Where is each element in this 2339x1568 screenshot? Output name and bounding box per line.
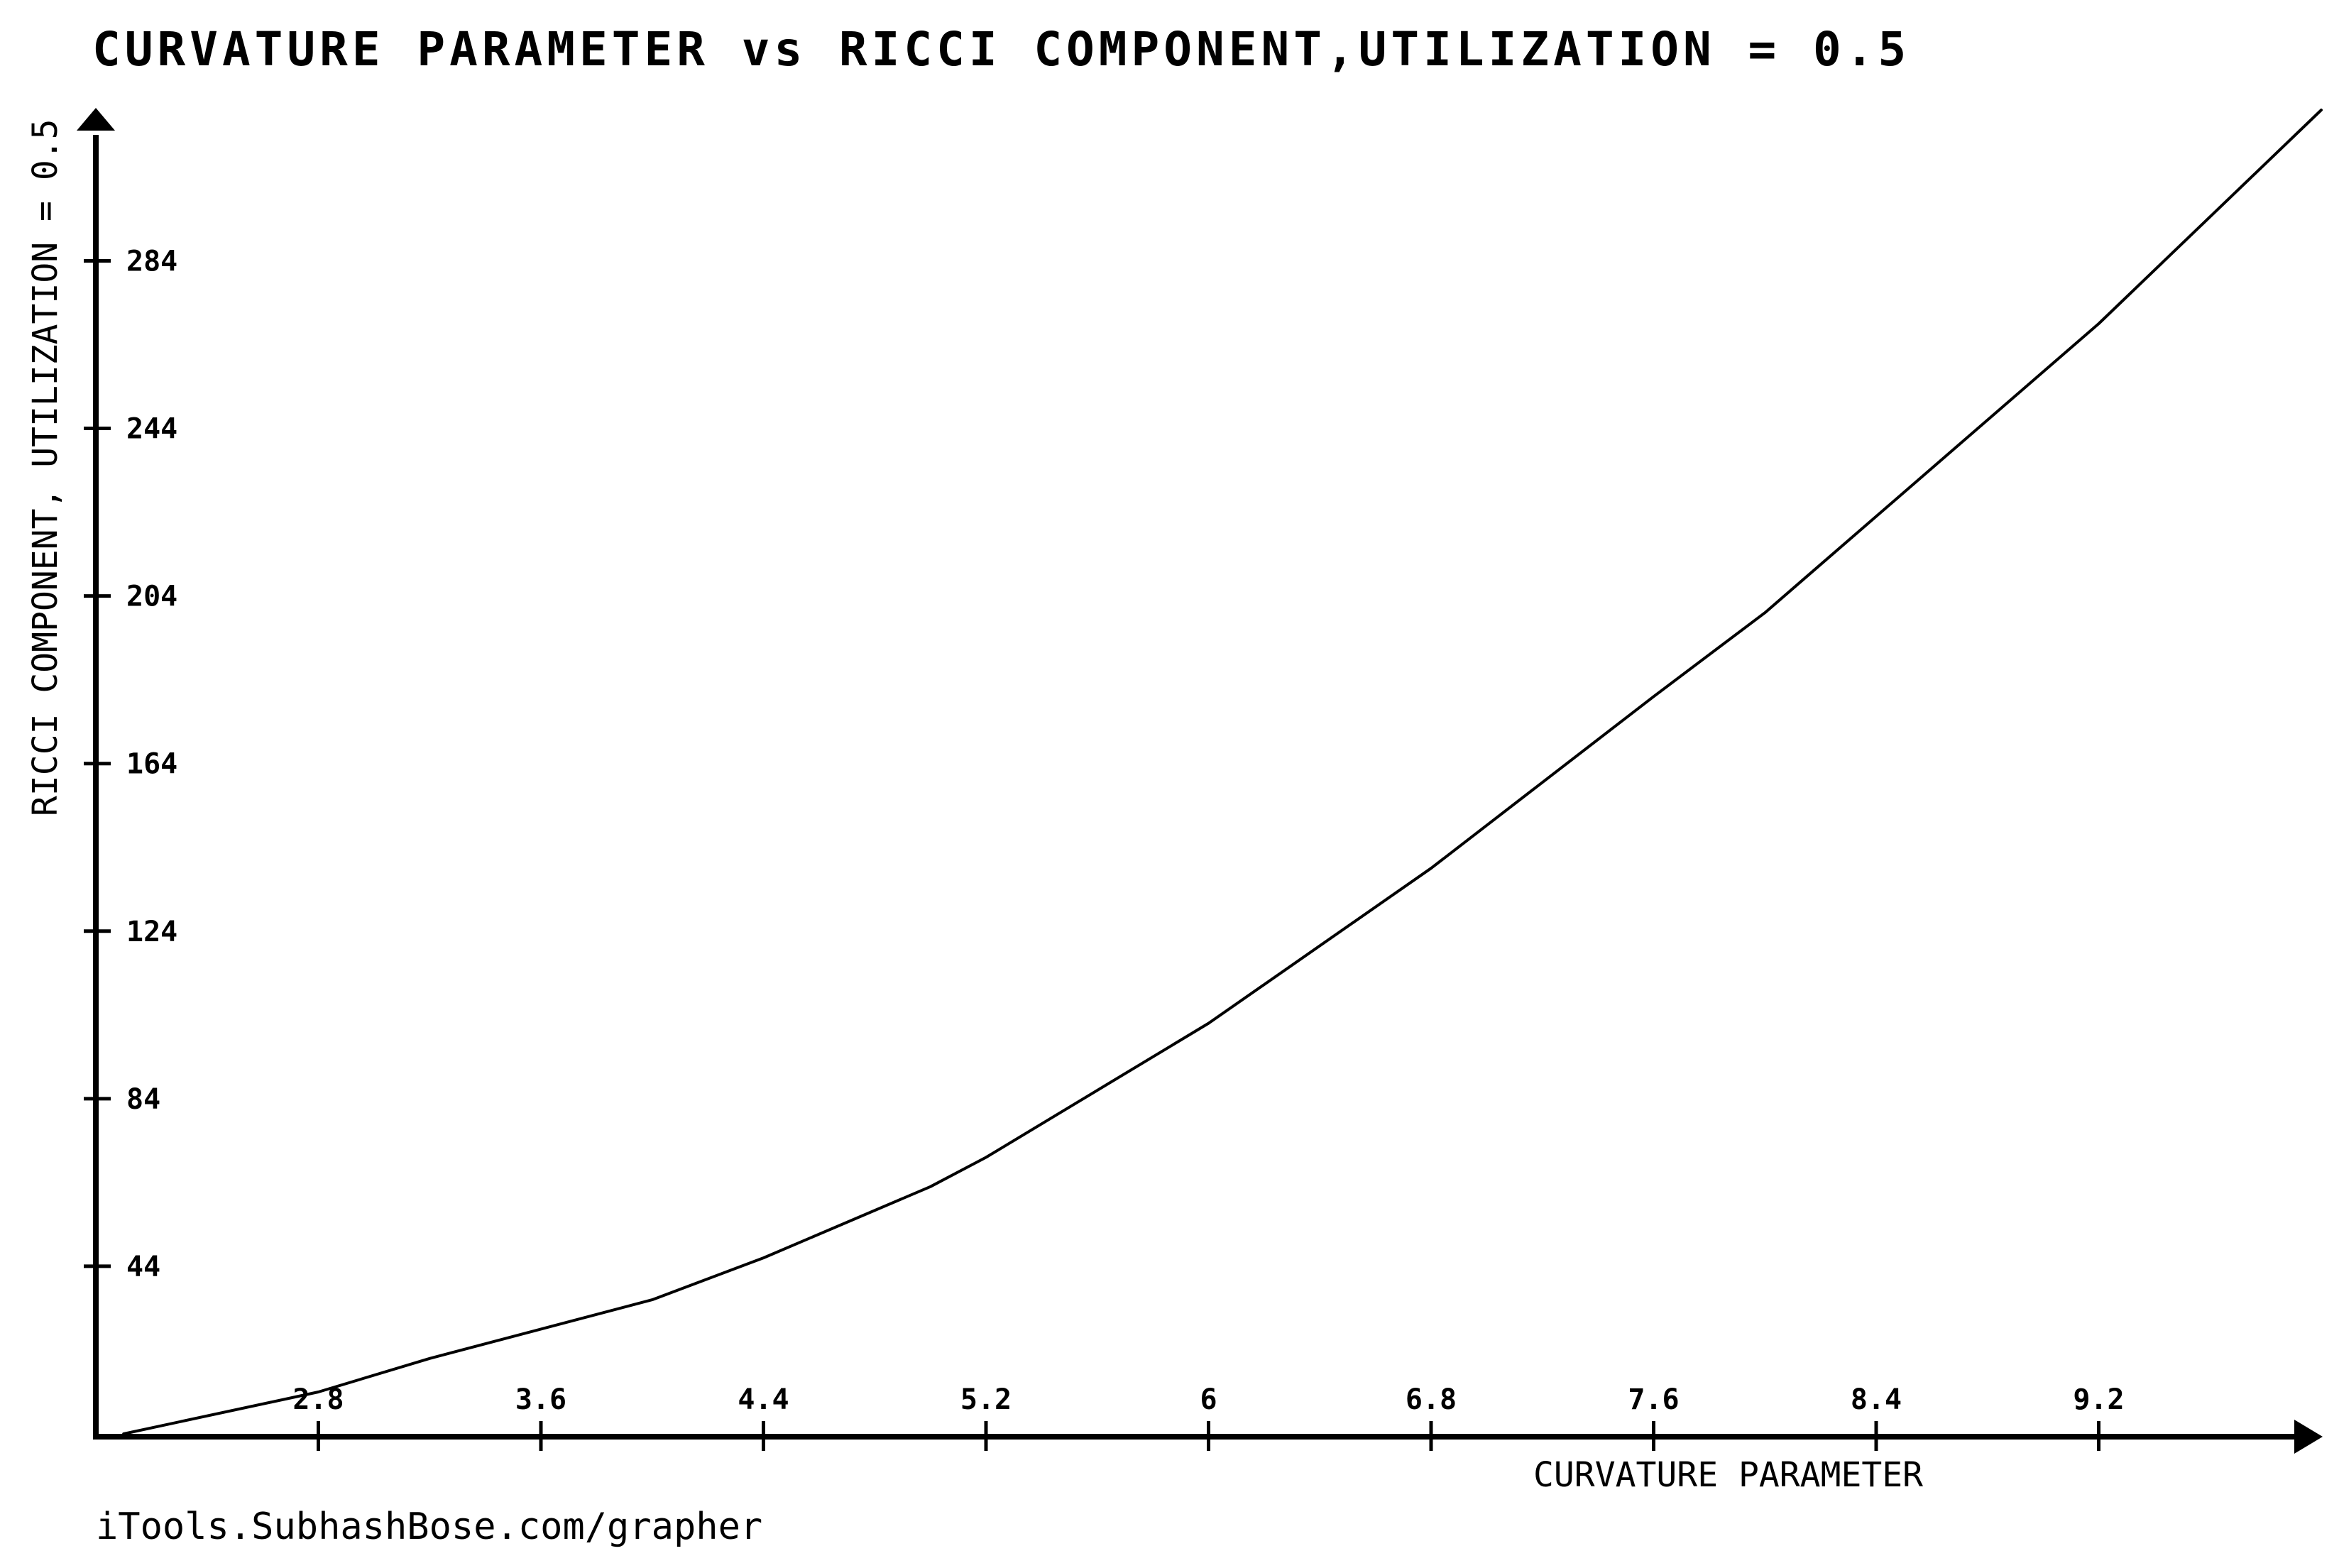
x-axis-label: CURVATURE PARAMETER xyxy=(1533,1455,1923,1495)
x-tick-label: 4.4 xyxy=(738,1383,789,1416)
y-tick-label: 84 xyxy=(126,1083,160,1116)
credit-text: iTools.SubhashBose.com/grapher xyxy=(96,1506,762,1548)
series-line xyxy=(122,109,2323,1435)
x-tick-label: 5.2 xyxy=(960,1383,1012,1416)
ticks-layer: 2.8 3.6 4.4 5.2 6 6.8 7.6 8.4 9.2 44 84 124 164 204 24… xyxy=(84,245,2125,1451)
x-tick-label: 6.8 xyxy=(1406,1383,1457,1416)
y-tick-label: 44 xyxy=(126,1251,160,1283)
y-tick-label: 284 xyxy=(126,245,177,278)
y-axis-arrowhead xyxy=(77,108,115,131)
x-tick-label: 9.2 xyxy=(2073,1383,2124,1416)
axes-layer xyxy=(77,108,2323,1454)
x-axis-arrowhead xyxy=(2294,1420,2323,1454)
y-tick-label: 204 xyxy=(126,581,177,613)
y-axis-label: RICCI COMPONENT, UTILIZATION = 0.5 xyxy=(26,119,65,816)
series-layer xyxy=(122,109,2323,1435)
chart-title: CURVATURE PARAMETER vs RICCI COMPONENT,U… xyxy=(92,22,1910,77)
x-tick-label: 6 xyxy=(1200,1383,1217,1416)
x-tick-label: 8.4 xyxy=(1851,1383,1902,1416)
y-tick-label: 164 xyxy=(126,748,177,781)
x-tick-label: 2.8 xyxy=(292,1383,344,1416)
y-tick-label: 124 xyxy=(126,916,177,948)
x-tick-label: 7.6 xyxy=(1628,1383,1679,1416)
x-tick-label: 3.6 xyxy=(515,1383,566,1416)
y-tick-label: 244 xyxy=(126,413,177,446)
